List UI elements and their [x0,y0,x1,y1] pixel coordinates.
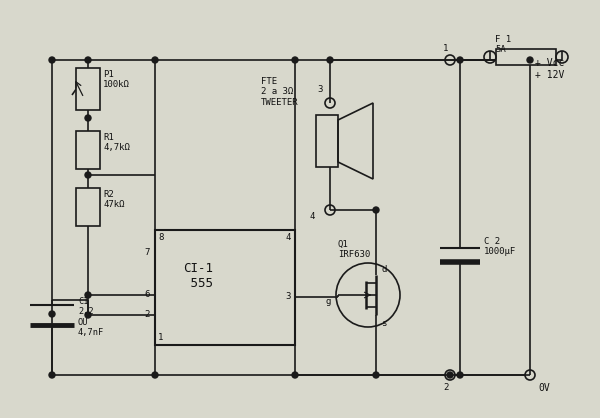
Bar [155,230,295,345]
Text: F 1
5A: F 1 5A [495,35,511,54]
Bar [76,131,100,169]
Circle shape [292,372,298,378]
Circle shape [85,312,91,318]
Text: d: d [381,265,386,274]
Text: 7: 7 [144,248,149,257]
Circle shape [292,57,298,63]
Text: 2: 2 [144,310,149,319]
Text: 2: 2 [443,383,449,392]
Text: + Vcc
+ 12V: + Vcc + 12V [535,58,565,79]
Text: 1: 1 [443,44,449,53]
Text: s: s [381,319,386,328]
Bar [316,115,338,167]
Text: FTE
2 a 3Ω
TWEETER: FTE 2 a 3Ω TWEETER [261,77,299,107]
Bar [76,188,100,226]
Circle shape [373,372,379,378]
Circle shape [457,372,463,378]
Circle shape [373,207,379,213]
Text: C 2
1000μF: C 2 1000μF [484,237,516,256]
Circle shape [85,115,91,121]
Text: P1
100kΩ: P1 100kΩ [103,70,130,89]
Text: CI-1
 555: CI-1 555 [183,262,213,290]
Text: 4: 4 [310,212,316,221]
Circle shape [85,172,91,178]
Circle shape [327,57,333,63]
Circle shape [85,292,91,298]
Circle shape [85,57,91,63]
Text: C1
2,2
OU
4,7nF: C1 2,2 OU 4,7nF [78,297,104,337]
Text: 8: 8 [158,233,163,242]
Text: 6: 6 [144,290,149,299]
Circle shape [49,57,55,63]
Bar [76,68,100,110]
Text: 3: 3 [285,292,290,301]
Bar [496,49,556,65]
Text: R2
47kΩ: R2 47kΩ [103,190,125,209]
Text: 4: 4 [285,233,290,242]
Circle shape [152,57,158,63]
Text: 0V: 0V [538,383,550,393]
Circle shape [152,372,158,378]
Text: R1
4,7kΩ: R1 4,7kΩ [103,133,130,153]
Text: g: g [326,297,331,306]
Text: Q1
IRF630: Q1 IRF630 [338,240,370,260]
Circle shape [49,372,55,378]
Circle shape [457,57,463,63]
Circle shape [49,311,55,317]
Circle shape [447,372,453,378]
Text: 3: 3 [317,85,323,94]
Text: 1: 1 [158,333,163,342]
Circle shape [527,57,533,63]
